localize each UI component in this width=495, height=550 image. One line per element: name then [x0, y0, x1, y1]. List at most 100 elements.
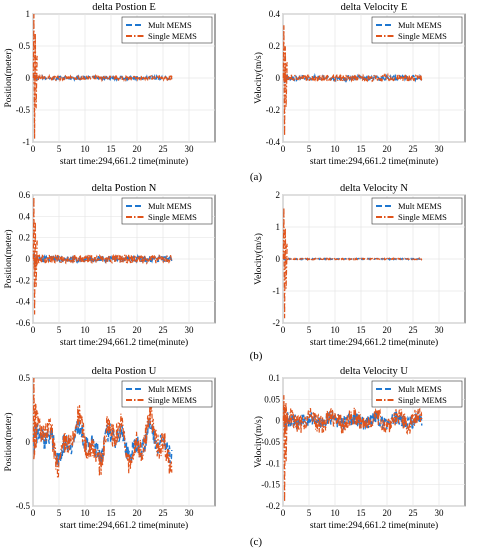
panel-label-c: (c): [250, 536, 263, 548]
x-tick-label: 5: [57, 325, 62, 335]
y-tick-label: -1: [23, 137, 31, 147]
x-tick-label: 0: [281, 325, 286, 335]
x-tick-label: 20: [383, 325, 393, 335]
x-tick-label: 10: [331, 508, 341, 518]
chart-pos_n: 0 5 10 15 20 25 30 -0.6 -0.4 -0.2 0 0.2 0.4 0.6 delta …: [3, 183, 216, 348]
chart-title: delta Velocity E: [341, 2, 408, 13]
x-axis-label: start time:294,661.2 time(minute): [310, 520, 438, 531]
x-tick-label: 30: [435, 508, 445, 518]
y-tick-label: -0.5: [16, 105, 31, 115]
x-tick-label: 0: [31, 508, 36, 518]
x-tick-label: 10: [81, 508, 91, 518]
legend-entry: Single MEMS: [398, 395, 447, 405]
legend-entry: Mult MEMS: [148, 20, 192, 30]
y-tick-label: 0.1: [269, 373, 280, 383]
x-tick-label: 15: [107, 144, 117, 154]
series-line-single-mems: [32, 197, 173, 315]
y-tick-label: 1: [276, 222, 281, 232]
legend-box: [371, 380, 463, 408]
legend-entry: Single MEMS: [398, 212, 447, 222]
x-tick-label: 5: [307, 325, 312, 335]
y-tick-label: -2: [273, 318, 281, 328]
x-tick-label: 15: [107, 325, 117, 335]
x-tick-label: 0: [281, 144, 286, 154]
legend-entry: Mult MEMS: [398, 20, 442, 30]
x-tick-label: 30: [435, 144, 445, 154]
x-tick-label: 15: [357, 144, 367, 154]
y-tick-label: 0: [276, 254, 281, 264]
legend-entry: Mult MEMS: [398, 201, 442, 211]
y-tick-label: -0.2: [266, 105, 280, 115]
y-tick-label: -1: [273, 286, 281, 296]
x-tick-label: 30: [185, 508, 195, 518]
x-tick-label: 5: [57, 508, 62, 518]
x-axis-label: start time:294,661.2 time(minute): [310, 337, 438, 348]
x-tick-label: 0: [31, 144, 36, 154]
y-tick-label: 0: [276, 73, 281, 83]
x-tick-label: 10: [81, 325, 91, 335]
y-tick-label: 0: [26, 437, 31, 447]
chart-title: delta Postion U: [92, 366, 157, 377]
y-axis-label: Position(meter): [3, 229, 14, 288]
x-tick-label: 25: [409, 508, 419, 518]
x-tick-label: 15: [357, 325, 367, 335]
legend-entry: Single MEMS: [148, 395, 197, 405]
y-axis-label: Velocity(m/s): [253, 416, 264, 468]
x-tick-label: 20: [383, 508, 393, 518]
x-tick-label: 25: [159, 508, 169, 518]
x-axis-label: start time:294,661.2 time(minute): [60, 337, 188, 348]
y-axis-label: Position(meter): [3, 412, 14, 471]
legend-box: [121, 16, 213, 44]
legend-box: [371, 16, 463, 44]
legend-box: [371, 197, 463, 225]
legend-entry: Mult MEMS: [148, 201, 192, 211]
x-tick-label: 5: [307, 508, 312, 518]
legend-entry: Single MEMS: [398, 31, 447, 41]
x-tick-label: 20: [133, 144, 143, 154]
y-tick-label: 0.5: [19, 373, 31, 383]
y-tick-label: 0.4: [19, 211, 31, 221]
chart-pos_e: 0 5 10 15 20 25 30 -1 -0.5 0 0.5 1 delta Postion E st…: [3, 2, 216, 167]
y-tick-label: -0.4: [266, 137, 281, 147]
y-axis-label: Velocity(m/s): [253, 52, 264, 104]
x-axis-label: start time:294,661.2 time(minute): [60, 520, 188, 531]
x-tick-label: 25: [159, 325, 169, 335]
chart-vel_e: 0 5 10 15 20 25 30 -0.4 -0.2 0 0.2 0.4 delta Velocit…: [253, 2, 466, 167]
x-tick-label: 10: [331, 325, 341, 335]
y-tick-label: -0.4: [16, 297, 31, 307]
legend-entry: Single MEMS: [148, 212, 197, 222]
legend-entry: Mult MEMS: [148, 384, 192, 394]
x-tick-label: 25: [159, 144, 169, 154]
x-tick-label: 5: [307, 144, 312, 154]
x-tick-label: 20: [133, 508, 143, 518]
chart-title: delta Velocity N: [340, 183, 408, 194]
y-tick-label: 0.5: [19, 41, 31, 51]
legend-entry: Mult MEMS: [398, 384, 442, 394]
series-line-single-mems: [282, 395, 423, 502]
chart-title: delta Postion N: [92, 183, 157, 194]
x-axis-label: start time:294,661.2 time(minute): [60, 156, 188, 167]
x-tick-label: 30: [435, 325, 445, 335]
legend-box: [121, 380, 213, 408]
legend-entry: Single MEMS: [148, 31, 197, 41]
chart-vel_u: 0 5 10 15 20 25 30 -0.2 -0.15 -0.1 -0.05 0 0.05 0.1 de…: [253, 366, 466, 531]
series-line-single-mems: [282, 207, 423, 319]
x-tick-label: 15: [107, 508, 117, 518]
x-tick-label: 30: [185, 144, 195, 154]
x-tick-label: 25: [409, 144, 419, 154]
x-tick-label: 25: [409, 325, 419, 335]
x-tick-label: 0: [31, 325, 36, 335]
y-tick-label: 0.2: [19, 233, 30, 243]
y-tick-label: -0.6: [16, 318, 31, 328]
y-tick-label: 0: [276, 416, 281, 426]
chart-title: delta Postion E: [92, 2, 156, 13]
x-tick-label: 15: [357, 508, 367, 518]
series-line-single-mems: [32, 377, 173, 478]
x-axis-label: start time:294,661.2 time(minute): [310, 156, 438, 167]
y-tick-label: -0.05: [261, 437, 280, 447]
chart-title: delta Velocity U: [340, 366, 408, 377]
legend-box: [121, 197, 213, 225]
x-tick-label: 20: [133, 325, 143, 335]
